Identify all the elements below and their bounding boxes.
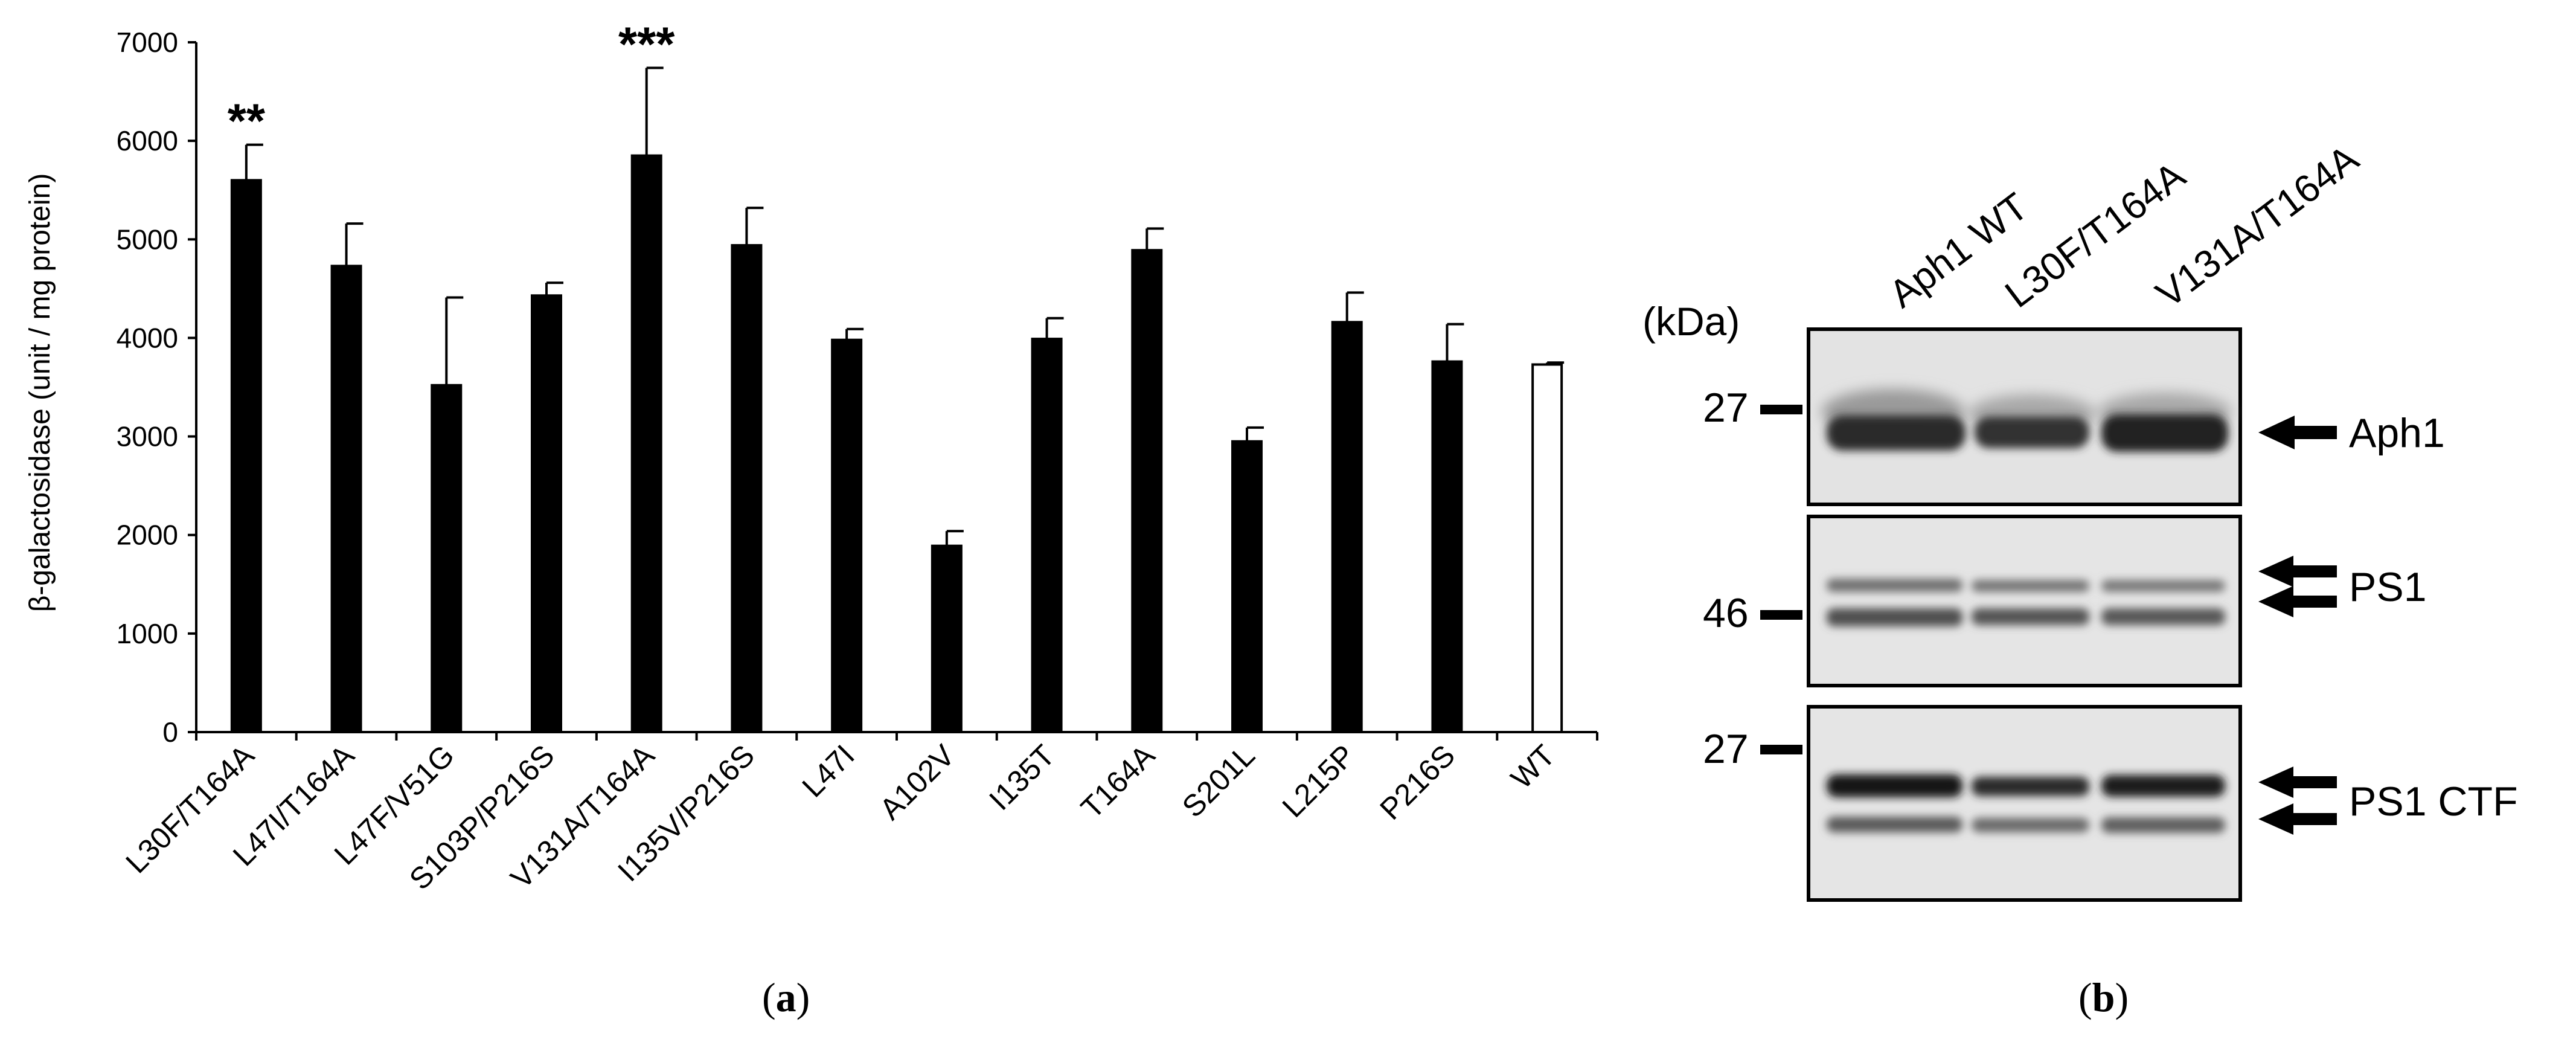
bar <box>330 265 362 733</box>
y-tick-label: 2000 <box>117 519 178 551</box>
blot-ps1-ctf <box>1807 705 2242 902</box>
y-tick-label: 3000 <box>117 421 178 452</box>
y-tick-label: 0 <box>162 716 178 748</box>
bar <box>1531 363 1563 733</box>
significance-annotations: ***** <box>228 17 676 147</box>
y-tick-label: 6000 <box>117 125 178 156</box>
x-tick-label: T164A <box>1074 738 1161 825</box>
x-tick-label: L47I <box>796 738 861 803</box>
arrow-icon <box>2258 416 2337 449</box>
bar <box>831 338 863 733</box>
blot-aph1 <box>1807 327 2242 506</box>
x-tick-label: WT <box>1504 738 1562 796</box>
mw-marker-tick <box>1760 745 1802 754</box>
x-tick-label: L215P <box>1276 738 1362 824</box>
mw-marker-label: 46 <box>1703 590 1749 636</box>
y-axis-label: β-galactosidase (unit / mg protein) <box>24 173 56 612</box>
lane-label: V131A/T164A <box>2148 137 2366 317</box>
y-tick-label: 5000 <box>117 223 178 255</box>
y-tick-labels: 0 1000 2000 3000 4000 5000 6000 7000 <box>117 27 178 748</box>
mw-marker-tick <box>1760 405 1802 414</box>
mw-marker-label: 27 <box>1703 726 1749 772</box>
bar <box>230 179 262 733</box>
blot-name-label: PS1 CTF <box>2349 779 2518 825</box>
arrow-icon <box>2258 803 2337 835</box>
x-tick-labels: L30F/T164AL47I/T164AL47F/V51GS103P/P216S… <box>119 738 1561 896</box>
x-tick-label: P216S <box>1373 738 1461 826</box>
blot-name-label: PS1 <box>2349 564 2427 610</box>
bar <box>431 384 463 733</box>
kda-unit-label: (kDa) <box>1642 299 1740 344</box>
bar <box>1031 338 1063 733</box>
x-tick-label: S201L <box>1176 738 1261 824</box>
mw-marker-tick <box>1760 610 1802 620</box>
axes <box>188 41 1598 741</box>
x-tick-label: A102V <box>873 738 961 826</box>
bar <box>531 294 562 733</box>
bar <box>931 544 963 733</box>
bar-chart: β-galactosidase (unit / mg protein) 0 100… <box>24 17 1598 896</box>
bar <box>630 154 662 734</box>
y-tick-label: 7000 <box>117 27 178 58</box>
x-tick-label: I135T <box>982 738 1061 817</box>
blot-name-label: Aph1 <box>2349 410 2445 456</box>
mw-marker-label: 27 <box>1703 385 1749 431</box>
western-blot: Aph1 WT L30F/T164A V131A/T164A (kDa) <box>1642 137 2518 902</box>
y-tick-label: 1000 <box>117 618 178 649</box>
arrow-icon <box>2258 586 2337 617</box>
bar <box>1331 321 1363 733</box>
error-bars <box>245 66 1565 546</box>
blot-ps1 <box>1807 515 2242 687</box>
y-tick-label: 4000 <box>117 322 178 353</box>
panel-label-b: (b) <box>2078 974 2129 1020</box>
significance-label: ** <box>228 94 266 148</box>
bars <box>230 154 1563 734</box>
bar <box>1131 249 1163 733</box>
significance-label: *** <box>618 17 675 71</box>
panel-label-a: (a) <box>762 974 810 1020</box>
arrow-icon <box>2258 556 2337 587</box>
arrow-icon <box>2258 767 2337 798</box>
bar <box>1231 440 1263 733</box>
bar <box>1431 360 1463 733</box>
bar <box>731 244 763 733</box>
